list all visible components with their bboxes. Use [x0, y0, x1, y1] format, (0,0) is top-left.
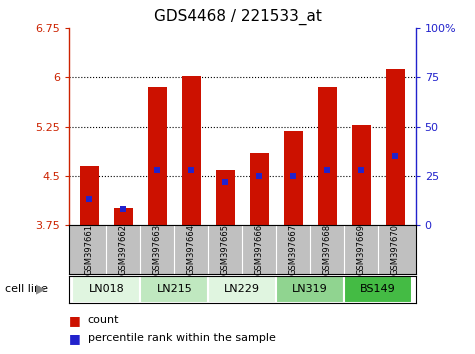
Text: GSM397667: GSM397667: [289, 224, 298, 275]
Bar: [80, 166, 99, 225]
Bar: [72, 276, 140, 303]
Text: LN319: LN319: [293, 284, 328, 295]
Text: GSM397670: GSM397670: [391, 224, 400, 275]
Bar: [148, 87, 167, 225]
Bar: [250, 153, 268, 225]
Text: GSM397664: GSM397664: [187, 224, 196, 275]
Bar: [284, 131, 303, 225]
Text: LN229: LN229: [224, 284, 260, 295]
Text: GSM397665: GSM397665: [221, 224, 230, 275]
Text: cell line: cell line: [5, 284, 48, 295]
Text: ■: ■: [69, 332, 81, 344]
Bar: [216, 170, 235, 225]
Bar: [208, 276, 276, 303]
Text: LN018: LN018: [88, 284, 124, 295]
Bar: [114, 209, 133, 225]
Text: GSM397662: GSM397662: [119, 224, 128, 275]
Text: count: count: [88, 315, 119, 325]
Bar: [318, 87, 337, 225]
Text: GDS4468 / 221533_at: GDS4468 / 221533_at: [153, 9, 322, 25]
Bar: [182, 76, 200, 225]
Text: ▶: ▶: [36, 283, 45, 296]
Bar: [344, 276, 412, 303]
Text: GSM397669: GSM397669: [357, 224, 366, 275]
Text: percentile rank within the sample: percentile rank within the sample: [88, 333, 276, 343]
Text: GSM397666: GSM397666: [255, 224, 264, 275]
Bar: [276, 276, 344, 303]
Text: GSM397661: GSM397661: [85, 224, 94, 275]
Text: GSM397663: GSM397663: [153, 224, 162, 275]
Text: LN215: LN215: [156, 284, 192, 295]
Bar: [386, 69, 405, 225]
Text: ■: ■: [69, 314, 81, 327]
Bar: [140, 276, 208, 303]
Bar: [352, 125, 371, 225]
Text: GSM397668: GSM397668: [323, 224, 332, 275]
Text: BS149: BS149: [361, 284, 396, 295]
